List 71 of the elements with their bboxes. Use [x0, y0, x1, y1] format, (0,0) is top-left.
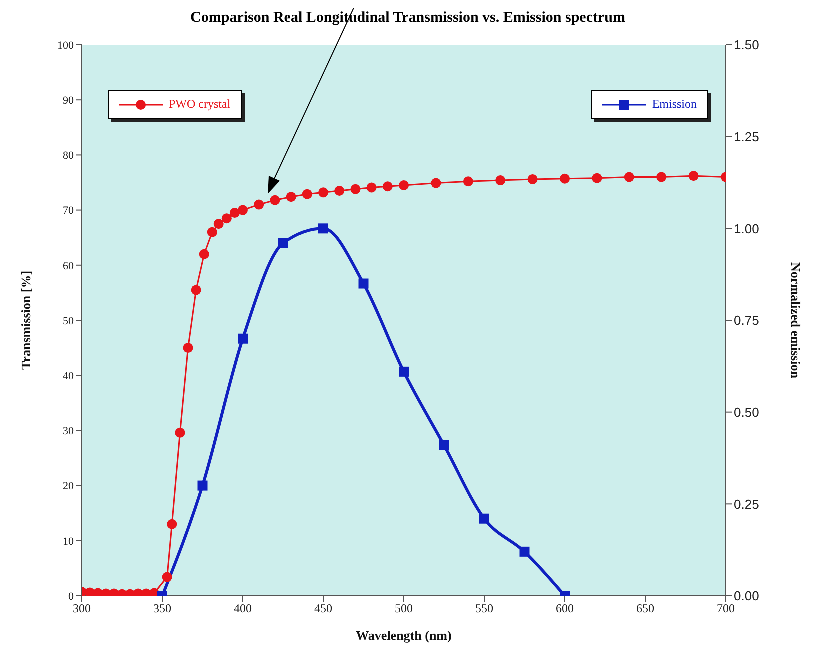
point	[520, 546, 530, 557]
y2-tick-label: 1.00	[734, 221, 760, 236]
x-tick-label: 450	[314, 602, 332, 616]
x-tick-label: 350	[154, 602, 172, 616]
point	[350, 184, 361, 194]
point	[198, 480, 208, 491]
y-tick-label: 100	[58, 40, 74, 52]
point	[366, 182, 377, 193]
point	[238, 334, 248, 344]
point	[162, 572, 172, 582]
y-tick-label: 10	[63, 536, 74, 548]
point	[238, 205, 248, 216]
point	[222, 214, 232, 224]
y-tick-label: 0	[68, 590, 74, 603]
point	[592, 173, 602, 184]
legend-label: PWO crystal	[169, 97, 231, 112]
x-tick-label: 500	[395, 602, 413, 616]
x-tick-label: 650	[636, 602, 654, 616]
point	[382, 182, 393, 192]
point	[528, 174, 538, 184]
x-tick-label: 550	[476, 602, 494, 616]
point	[358, 278, 369, 289]
point	[399, 366, 409, 377]
y-tick-label: 80	[63, 150, 74, 162]
point	[254, 200, 264, 210]
x-axis-title: Wavelength (nm)	[356, 628, 452, 643]
y-tick-label: 20	[63, 480, 74, 493]
point	[167, 519, 178, 530]
point	[334, 186, 345, 196]
y-axis-title: Transmission [%]	[18, 270, 34, 370]
point	[463, 176, 474, 187]
legend-label: Emission	[652, 97, 697, 112]
point	[439, 440, 450, 450]
point	[214, 219, 224, 230]
point	[175, 428, 186, 438]
point	[624, 172, 634, 182]
point	[688, 171, 699, 182]
point	[270, 195, 280, 206]
y-tick-label: 30	[63, 426, 74, 438]
x-tick-label: 600	[556, 602, 574, 616]
point	[496, 176, 506, 186]
point	[191, 285, 202, 296]
y2-tick-label: 0.50	[734, 404, 760, 420]
y2-axis-title: Normalized emission	[788, 262, 804, 380]
y2-tick-label: 1.50	[734, 38, 760, 53]
y-tick-label: 60	[63, 260, 74, 272]
point	[431, 178, 442, 188]
y-tick-label: 90	[63, 95, 74, 108]
point	[230, 208, 240, 218]
point	[399, 180, 409, 191]
point	[656, 172, 667, 182]
point	[286, 192, 296, 202]
y-tick-label: 50	[63, 315, 74, 328]
point	[480, 514, 490, 524]
y2-tick-label: 0.75	[734, 313, 760, 328]
point	[278, 238, 288, 248]
point	[302, 189, 312, 200]
y-tick-label: 40	[63, 370, 74, 383]
point	[207, 227, 218, 238]
y-tick-label: 70	[63, 205, 74, 218]
x-tick-label: 300	[73, 602, 91, 616]
y2-tick-label: 0.00	[734, 588, 760, 604]
point	[183, 343, 194, 354]
y2-tick-label: 1.25	[734, 129, 760, 144]
x-tick-label: 400	[234, 602, 252, 616]
x-tick-label: 700	[717, 602, 735, 616]
point	[318, 224, 328, 234]
point	[318, 188, 328, 198]
point	[199, 249, 210, 260]
y2-tick-label: 0.25	[734, 496, 760, 512]
point	[560, 174, 570, 184]
